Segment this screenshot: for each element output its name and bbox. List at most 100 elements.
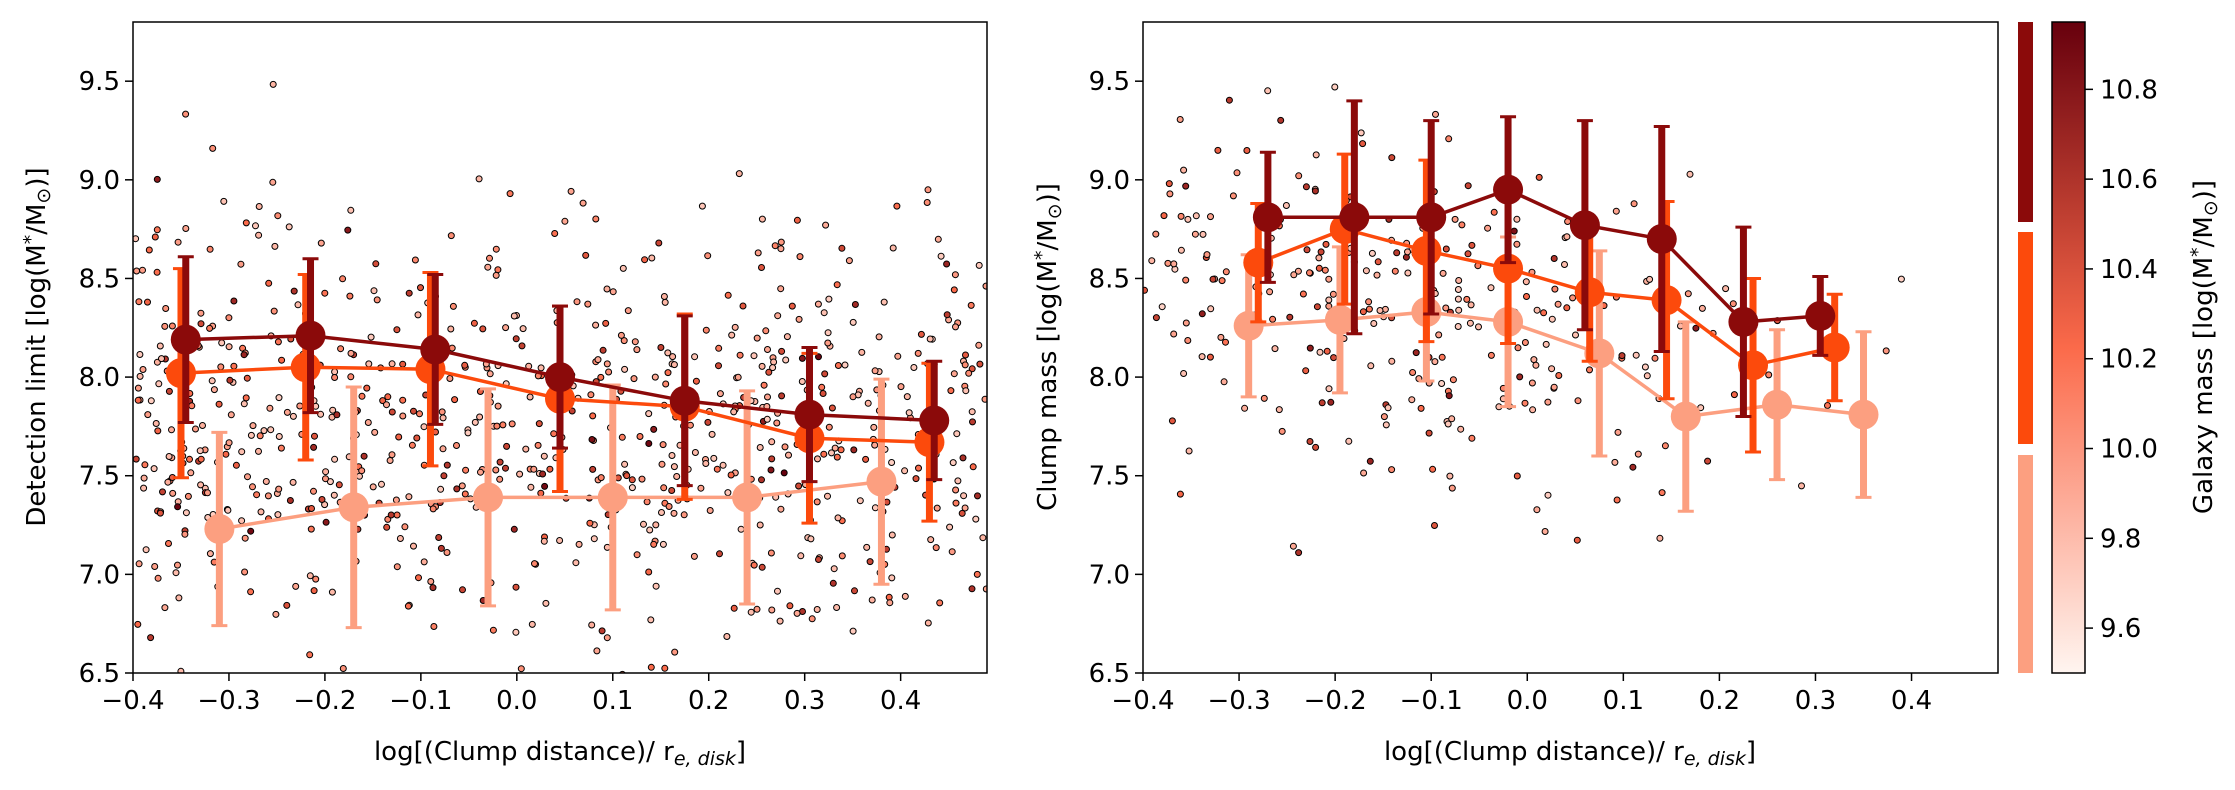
right-y-tick-label: 7.0 — [1089, 560, 1130, 590]
left-scatter-point — [952, 499, 960, 507]
left-scatter-point — [603, 360, 611, 368]
right-scatter-point — [1573, 536, 1581, 544]
right-scatter-point — [1176, 490, 1184, 498]
left-bin-marker-low — [473, 482, 504, 513]
left-scatter-point — [139, 366, 147, 373]
left-scatter-point — [901, 467, 909, 475]
right-scatter-point — [1220, 378, 1228, 386]
right-scatter-point — [1463, 295, 1471, 303]
left-scatter-point — [335, 481, 343, 489]
right-scatter-point — [1448, 415, 1456, 423]
left-scatter-point — [924, 619, 932, 627]
left-bin-marker-intermediate — [165, 358, 196, 389]
left-scatter-point — [756, 444, 764, 451]
right-scatter-point — [1551, 285, 1559, 293]
left-scatter-point — [322, 468, 330, 476]
left-scatter-point — [597, 373, 605, 381]
left-scatter-point — [347, 206, 355, 214]
left-scatter-point — [477, 468, 484, 476]
left-scatter-point — [517, 665, 525, 673]
left-scatter-point — [819, 390, 827, 397]
left-scatter-point — [364, 419, 372, 426]
left-scatter-point — [206, 245, 214, 253]
right-scatter-point — [1199, 230, 1207, 238]
left-scatter-point — [813, 498, 821, 506]
right-scatter-point — [1316, 348, 1324, 356]
right-scatter-point — [1613, 496, 1621, 504]
left-scatter-point — [494, 266, 502, 274]
left-scatter-point — [175, 594, 183, 602]
left-scatter-point — [686, 421, 694, 429]
right-scatter-point — [1455, 277, 1463, 284]
left-scatter-point — [750, 352, 758, 360]
left-scatter-point — [575, 540, 583, 548]
right-scatter-point — [1164, 259, 1172, 267]
left-scatter-point — [247, 527, 255, 535]
left-scatter-point — [255, 447, 262, 455]
left-scatter-point — [540, 452, 548, 460]
left-scatter-point — [858, 348, 866, 356]
right-x-axis-label: log[(Clump distance)/ re, disk] — [1384, 737, 1756, 770]
left-scatter-point — [215, 400, 223, 408]
left-scatter-point — [411, 256, 419, 264]
left-scatter-point — [274, 511, 282, 519]
left-scatter-point — [502, 464, 509, 472]
left-scatter-point — [888, 459, 896, 466]
right-scatter-point — [1143, 286, 1148, 294]
left-scatter-point — [782, 356, 790, 364]
left-scatter-point — [947, 387, 955, 395]
right-bin-marker-low — [1762, 389, 1793, 420]
right-bin-marker-low — [1848, 399, 1879, 430]
left-scatter-point — [652, 521, 660, 529]
right-scatter-point — [1445, 392, 1453, 400]
left-scatter-point — [404, 602, 412, 610]
left-scatter-point — [824, 329, 832, 337]
left-scatter-point — [134, 384, 142, 392]
right-scatter-point — [1184, 215, 1192, 223]
left-scatter-point — [438, 408, 446, 416]
left-scatter-point — [776, 617, 784, 625]
left-scatter-point — [237, 260, 245, 268]
colorbar-tick-label: 9.8 — [2100, 524, 2141, 554]
left-scatter-point — [650, 540, 658, 548]
left-scatter-point — [797, 552, 805, 560]
left-scatter-point — [405, 289, 413, 297]
right-x-tick-label: 0.3 — [1795, 686, 1836, 716]
right-scatter-point — [1510, 227, 1518, 235]
left-scatter-point — [833, 281, 841, 289]
left-scatter-point — [727, 471, 735, 479]
left-bin-marker-high — [170, 324, 201, 355]
left-scatter-point — [197, 320, 205, 328]
right-scatter-point — [1451, 215, 1459, 223]
left-scatter-point — [346, 292, 354, 300]
left-scatter-point — [864, 399, 872, 407]
left-scatter-point — [493, 422, 501, 430]
left-scatter-point — [588, 621, 596, 629]
left-bin-marker-low — [204, 513, 235, 544]
right-scatter-point — [1222, 338, 1229, 346]
left-scatter-point — [893, 202, 901, 210]
left-x-ticks: −0.4 −0.3 −0.2 −0.1 0.0 0.1 0.2 0.3 0.4 — [101, 673, 921, 716]
left-scatter-point — [641, 256, 649, 264]
left-scatter-point — [719, 461, 727, 469]
right-scatter-point — [1203, 251, 1211, 259]
left-scatter-point — [153, 226, 161, 234]
left-scatter-point — [982, 282, 987, 290]
right-scatter-point — [1563, 233, 1571, 241]
left-scatter-point — [658, 460, 666, 468]
right-scatter-point — [1632, 351, 1640, 359]
left-scatter-point — [440, 472, 448, 480]
left-scatter-point — [401, 523, 409, 531]
left-scatter-point — [702, 460, 710, 467]
right-scatter-point — [1458, 221, 1466, 229]
right-scatter-point — [1412, 349, 1420, 357]
left-scatter-point — [453, 485, 461, 493]
left-scatter-point — [459, 586, 466, 594]
right-scatter-point — [1382, 421, 1390, 429]
left-scatter-point — [322, 475, 329, 483]
right-bin-marker-high — [1339, 202, 1370, 233]
left-scatter-point — [767, 466, 775, 474]
left-scatter-point — [264, 492, 272, 500]
right-scatter-point — [1217, 333, 1225, 341]
left-scatter-point — [275, 394, 283, 402]
